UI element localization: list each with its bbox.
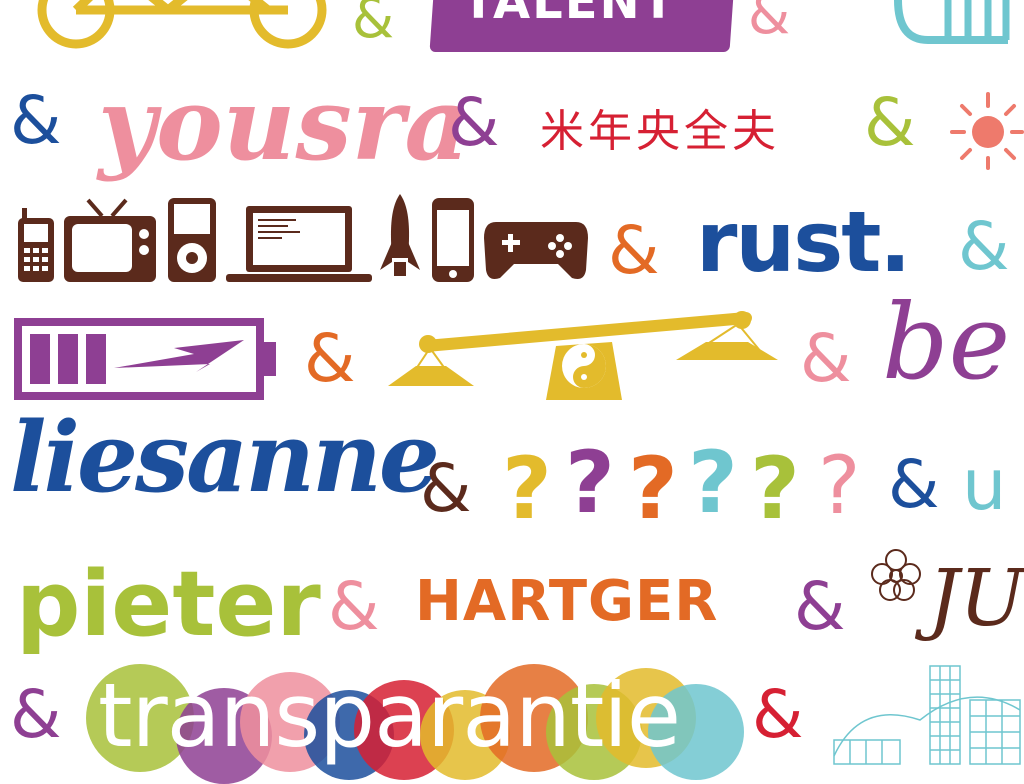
ampersand: & — [304, 320, 356, 397]
word-liesanne: liesanne — [10, 401, 440, 514]
ampersand: & — [800, 320, 852, 397]
ampersand: & — [794, 568, 846, 645]
ampersand: & — [752, 676, 804, 753]
ampersand: & — [352, 0, 395, 50]
mobile-phone-icon — [18, 208, 54, 282]
ampersand: & — [864, 84, 916, 161]
sun-icon — [950, 92, 1024, 170]
ampersand: & — [10, 676, 62, 753]
rocket-icon — [380, 194, 420, 276]
color-circle — [648, 684, 744, 780]
ampersand: & — [748, 0, 791, 46]
ampersand: & — [608, 212, 660, 289]
word-be: be — [882, 281, 1011, 403]
word-rust: rust. — [696, 193, 911, 291]
question-mark: ? — [688, 433, 738, 533]
word-talent: TALENT — [462, 0, 677, 30]
question-mark: ? — [565, 433, 615, 533]
gamepad-icon — [484, 222, 588, 279]
ampersand: & — [420, 450, 472, 527]
question-mark: ? — [818, 439, 861, 532]
word-u: u — [962, 444, 1007, 526]
color-circle — [86, 664, 194, 772]
ampersand: & — [958, 208, 1010, 285]
question-mark: ? — [502, 439, 552, 539]
battery-icon — [14, 318, 276, 400]
trumpet-icon — [894, 0, 1010, 44]
question-mark: ? — [628, 439, 678, 539]
word-chinese: 米年央全夫 — [540, 106, 780, 157]
smartphone-icon — [432, 198, 474, 282]
ampersand: & — [328, 568, 380, 645]
ampersand: & — [10, 82, 62, 159]
laptop-icon — [226, 206, 372, 282]
ampersand: & — [448, 84, 500, 161]
word-pieter: pieter — [16, 552, 321, 657]
ampersand: & — [888, 446, 940, 523]
television-icon — [64, 198, 156, 282]
word-yousra: yousra — [98, 65, 470, 183]
word-hartger: HARTGER — [415, 569, 719, 634]
word-ju: JU — [928, 554, 1024, 644]
word-transparantie: transparantie — [98, 664, 681, 767]
scale-icon — [388, 311, 778, 400]
ipod-icon — [168, 198, 216, 282]
flower-icon — [871, 549, 921, 601]
bicycle-icon — [37, 0, 327, 49]
question-mark: ? — [750, 439, 800, 539]
building-icon — [833, 665, 1021, 765]
